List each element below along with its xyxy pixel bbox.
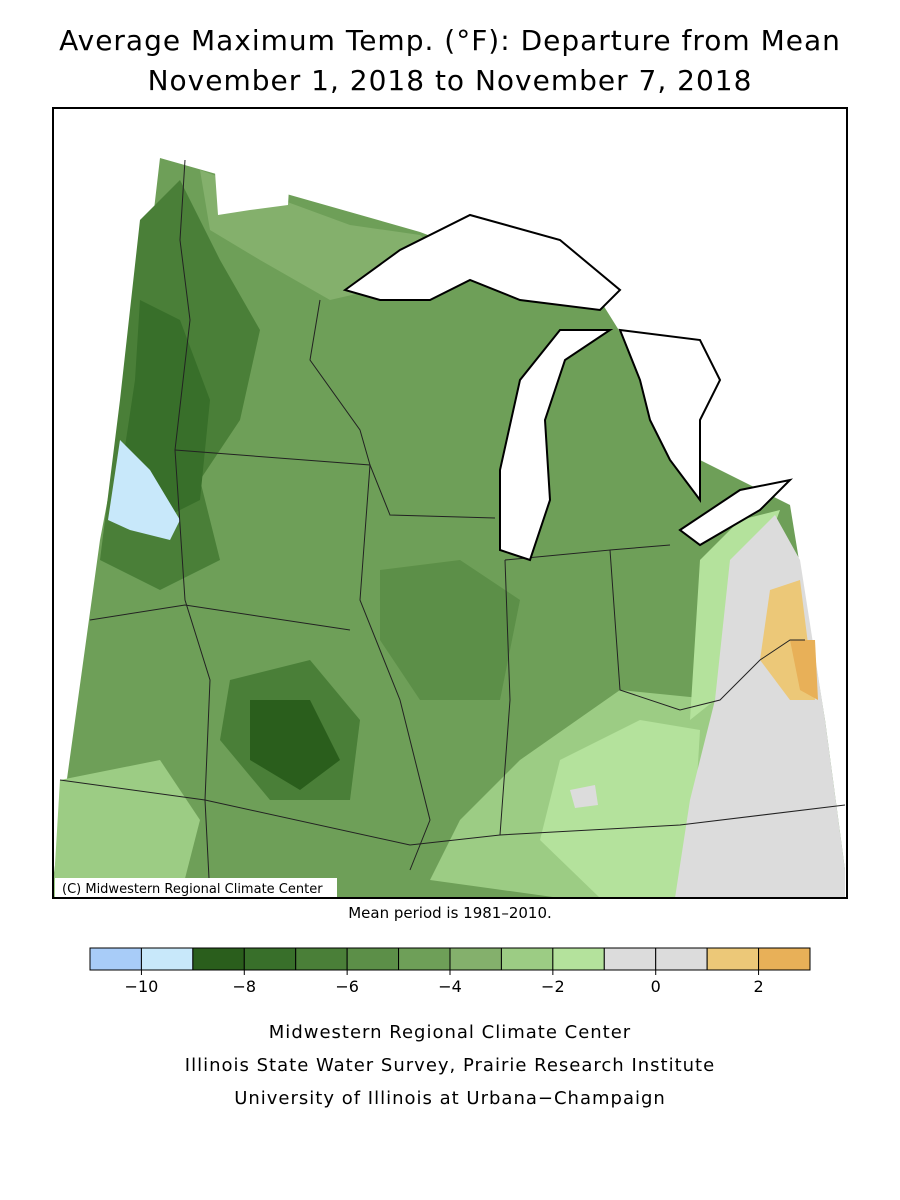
footer-line: University of Illinois at Urbana−Champai…	[234, 1088, 666, 1109]
region	[790, 640, 818, 700]
legend-swatch	[243, 947, 297, 971]
legend-swatch	[140, 947, 194, 971]
border	[609, 544, 671, 551]
legend-swatch	[500, 947, 554, 971]
legend-swatch	[192, 947, 245, 971]
border	[309, 299, 371, 466]
region	[570, 785, 598, 808]
legend-swatch	[603, 947, 657, 971]
lake-erie	[678, 478, 794, 547]
copyright-bg	[55, 878, 337, 897]
border	[174, 449, 496, 519]
border	[59, 779, 846, 846]
legend-swatch	[706, 947, 760, 971]
lake-michigan	[499, 329, 614, 562]
lake-huron	[618, 328, 722, 503]
map: (C) Midwestern Regional Climate Center	[52, 107, 848, 899]
tick-label: −10	[125, 977, 159, 996]
footer-line: Midwestern Regional Climate Center	[269, 1022, 631, 1043]
region	[380, 560, 520, 700]
tick-label: −2	[541, 977, 565, 996]
legend-swatch	[398, 947, 451, 971]
mean-note: Mean period is 1981–2010.	[348, 904, 552, 922]
footer-line: Illinois State Water Survey, Prairie Res…	[185, 1055, 715, 1076]
lake-superior	[342, 213, 622, 312]
subtitle: November 1, 2018 to November 7, 2018	[148, 64, 753, 97]
no-data	[215, 172, 290, 215]
region	[250, 700, 340, 790]
region	[108, 440, 180, 540]
border	[504, 549, 805, 711]
tick-label: 2	[753, 977, 763, 996]
legend-swatch	[449, 947, 502, 971]
tick-label: −4	[438, 977, 462, 996]
legend: −10 −8 −6 −4 −2 0 2	[89, 947, 811, 996]
map-frame	[52, 107, 848, 899]
tick-label: −8	[232, 977, 256, 996]
legend-swatch	[89, 947, 142, 971]
title: Average Maximum Temp. (°F): Departure fr…	[59, 24, 841, 57]
legend-swatch	[655, 947, 708, 971]
legend-swatch	[552, 947, 605, 971]
legend-swatch	[758, 947, 811, 971]
legend-swatch	[295, 947, 348, 971]
region	[540, 720, 700, 898]
copyright: (C) Midwestern Regional Climate Center	[62, 882, 323, 897]
border	[359, 464, 431, 871]
legend-swatch	[346, 947, 400, 971]
tick-label: −6	[335, 977, 359, 996]
tick-label: 0	[651, 977, 661, 996]
border	[89, 604, 351, 631]
border	[174, 159, 211, 899]
border	[499, 559, 511, 836]
